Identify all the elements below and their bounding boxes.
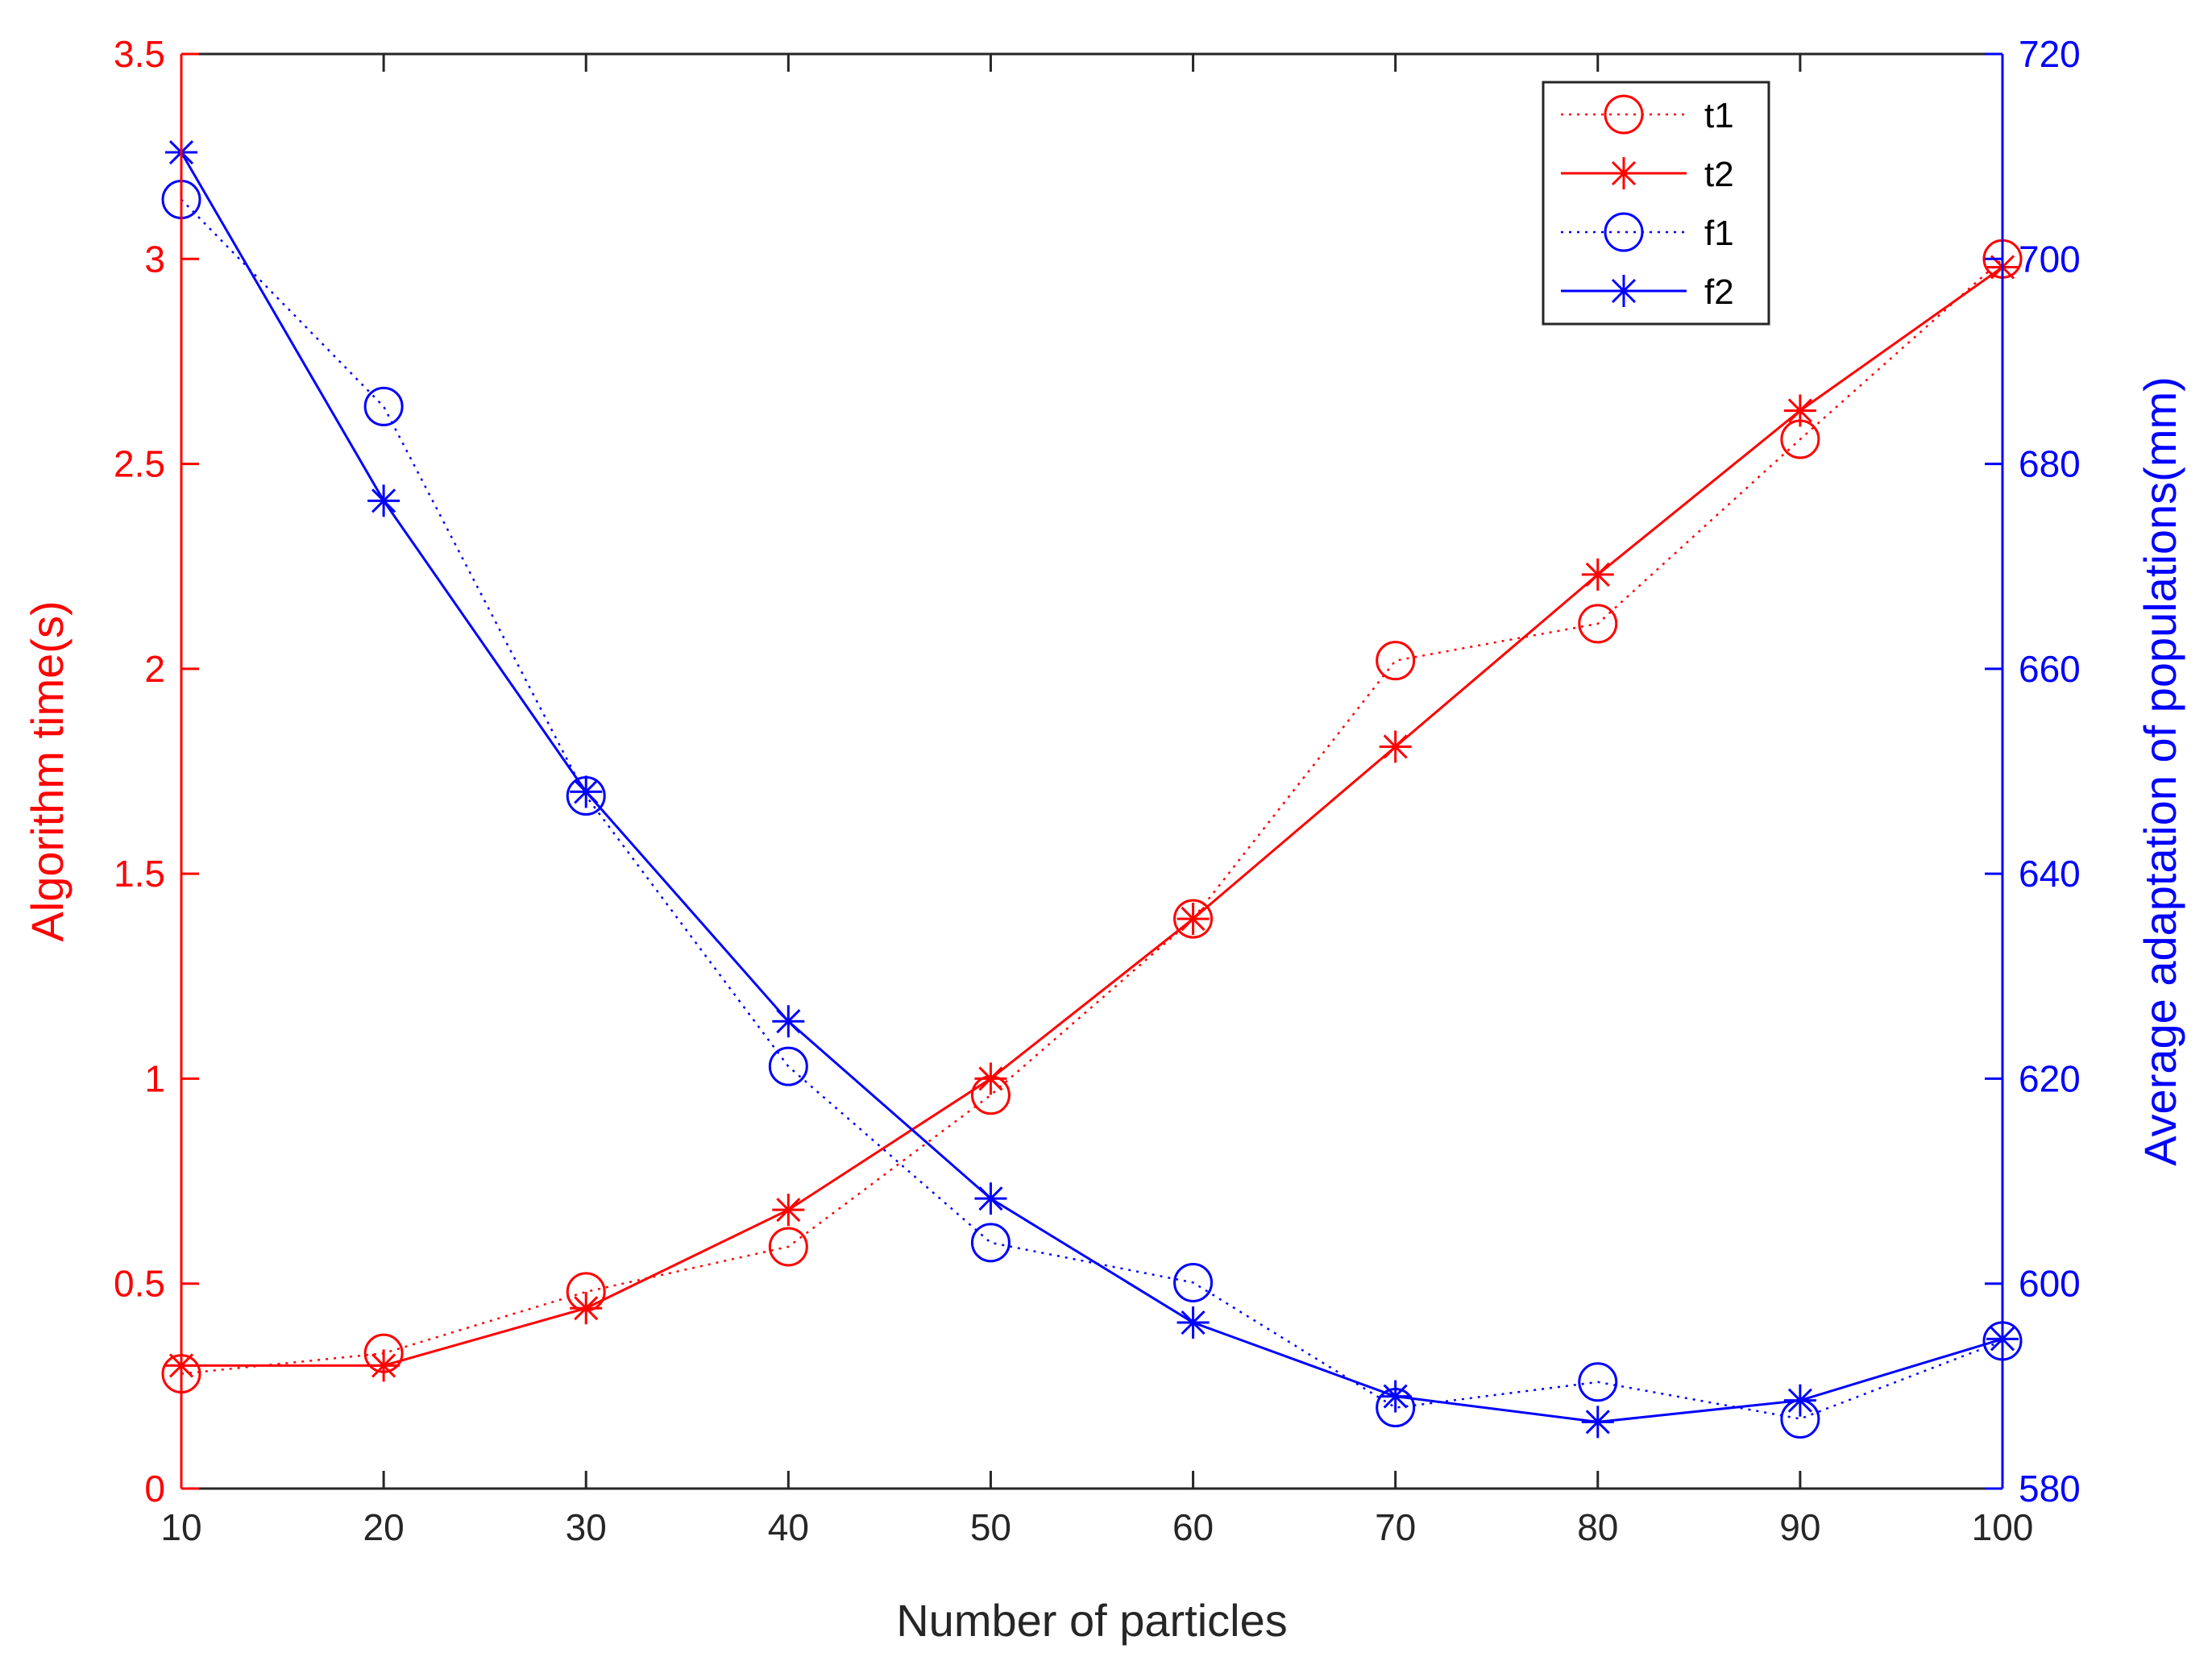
y-right-tick-label: 580	[2019, 1468, 2081, 1510]
series-t1-line	[181, 258, 2003, 1375]
series-t2-point	[367, 1349, 400, 1382]
series-t2-point-stroke	[776, 1198, 801, 1223]
x-axis-title: Number of particles	[896, 1595, 1288, 1646]
x-tick-label: 60	[1172, 1506, 1214, 1548]
series-t2-line	[181, 266, 2003, 1367]
x-tick-label: 20	[363, 1506, 405, 1548]
y-axis-left-title: Algorithm time(s)	[22, 600, 73, 941]
series-t2-point-stroke	[1383, 734, 1408, 759]
legend-t2-marker-stroke	[1611, 160, 1637, 186]
series-t1-point	[1376, 641, 1416, 681]
series-t2-point	[1379, 730, 1412, 763]
series-f2-point	[1783, 1384, 1816, 1417]
series-f2-point	[974, 1182, 1007, 1215]
series-t2-point	[772, 1194, 805, 1227]
series-t1-point	[1173, 899, 1214, 939]
series-t2-point-stroke	[574, 1296, 599, 1321]
series-f2-point-stroke	[1585, 1410, 1610, 1435]
y-left-tick-label: 1	[144, 1057, 165, 1099]
series-f2-point	[1581, 1406, 1614, 1439]
y-left-tick-label: 1.5	[114, 853, 165, 895]
y-left-tick-label: 3.5	[114, 33, 165, 75]
series-f2-point-stroke	[1787, 1388, 1812, 1413]
y-left-tick-label: 0.5	[114, 1263, 165, 1305]
legend: t1 t2 f1 f2	[1542, 81, 1770, 326]
series-f2-point	[772, 1005, 805, 1038]
x-axis: 10 20 30 40 50 60 70 80 90 100	[160, 52, 2034, 1548]
y-right-tick-label: 720	[2019, 33, 2081, 75]
series-t2-point	[1581, 558, 1614, 591]
series-f1-point	[970, 1223, 1011, 1263]
x-tick-label: 90	[1779, 1506, 1820, 1548]
series-f2-point	[367, 484, 400, 517]
y-right-tick-label: 640	[2019, 853, 2081, 895]
y-axis-left: 0 0.5 1 1.5 2 2.5 3 3.5	[114, 33, 199, 1510]
y-left-tick-label: 0	[144, 1468, 165, 1510]
series-f1-point	[768, 1046, 808, 1086]
legend-f2-marker	[1608, 275, 1640, 307]
series-t2-point-stroke	[1585, 562, 1610, 587]
y-right-tick-label: 700	[2019, 238, 2081, 280]
y-left-tick-label: 2.5	[114, 443, 165, 485]
series-f2-point-stroke	[978, 1186, 1003, 1211]
series-f2-point	[1177, 1306, 1210, 1339]
series-f1-point	[1578, 1362, 1618, 1402]
series-f1-point	[363, 386, 404, 426]
y-left-tick-label: 3	[144, 238, 165, 280]
series-f2-point-stroke	[371, 488, 396, 513]
y-axis-right-title: Average adaptation of populations(mm)	[2135, 376, 2185, 1166]
series-t2-point	[1783, 394, 1816, 427]
series-t1-point	[768, 1227, 808, 1267]
legend-t2-marker	[1608, 157, 1640, 189]
x-tick-label: 30	[566, 1506, 607, 1548]
legend-f1-marker	[1604, 212, 1644, 252]
legend-f1-label: f1	[1704, 214, 1734, 253]
series-t2-point-stroke	[371, 1353, 396, 1378]
series-t2-point-stroke	[978, 1066, 1003, 1091]
series-f2-point	[1379, 1380, 1412, 1413]
series-f2-point-stroke	[1383, 1384, 1408, 1409]
series-t2-point	[974, 1062, 1007, 1095]
series-f2-point-stroke	[574, 779, 599, 804]
x-tick-label: 70	[1375, 1506, 1416, 1548]
x-tick-label: 80	[1577, 1506, 1618, 1548]
y-right-tick-label: 620	[2019, 1057, 2081, 1099]
series-f1-line	[181, 198, 2003, 1420]
y-left-tick-label: 2	[144, 648, 165, 690]
series-t2-point-stroke	[1181, 907, 1206, 932]
legend-t2-label: t2	[1704, 155, 1734, 194]
series-f2-point	[570, 775, 603, 808]
legend-f2-marker-stroke	[1611, 278, 1637, 304]
series-f2-point-stroke	[776, 1009, 801, 1034]
legend-t1-marker	[1604, 94, 1644, 135]
series-t2-point	[1177, 903, 1210, 936]
x-tick-label: 40	[768, 1506, 809, 1548]
x-tick-label: 10	[160, 1506, 201, 1548]
legend-box	[1542, 81, 1770, 326]
series-f2-point-stroke	[1181, 1310, 1206, 1335]
y-right-tick-label: 680	[2019, 443, 2081, 485]
series-f2-line	[180, 152, 2003, 1423]
series-t1-point	[1578, 604, 1618, 644]
series-t2-point-stroke	[1787, 398, 1812, 423]
x-tick-label: 50	[970, 1506, 1011, 1548]
y-right-tick-label: 600	[2019, 1263, 2081, 1305]
y-right-tick-label: 660	[2019, 648, 2081, 690]
series-t2-point	[570, 1292, 603, 1325]
y-axis-right: 580 600 620 640 660 680 700 720	[1985, 33, 2081, 1510]
legend-t1-label: t1	[1704, 96, 1734, 135]
series-f1-point	[1173, 1262, 1214, 1302]
x-tick-label: 100	[1972, 1506, 2034, 1548]
legend-f2-label: f2	[1704, 272, 1734, 312]
